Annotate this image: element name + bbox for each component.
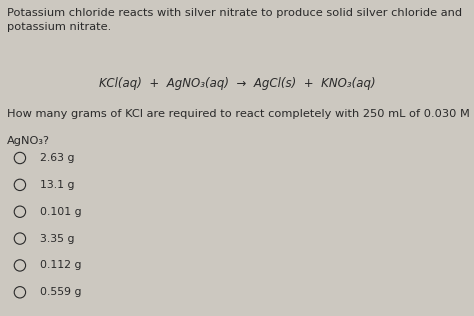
Text: How many grams of KCl are required to react completely with 250 mL of 0.030 M: How many grams of KCl are required to re… bbox=[7, 109, 470, 119]
Text: 2.63 g: 2.63 g bbox=[40, 153, 75, 163]
Text: 0.559 g: 0.559 g bbox=[40, 287, 82, 297]
Text: AgNO₃?: AgNO₃? bbox=[7, 136, 50, 146]
Text: 0.101 g: 0.101 g bbox=[40, 207, 82, 217]
Text: 13.1 g: 13.1 g bbox=[40, 180, 75, 190]
Text: 3.35 g: 3.35 g bbox=[40, 234, 75, 244]
Text: Potassium chloride reacts with silver nitrate to produce solid silver chloride a: Potassium chloride reacts with silver ni… bbox=[7, 8, 462, 32]
Text: KCl(aq)  +  AgNO₃(aq)  →  AgCl(s)  +  KNO₃(aq): KCl(aq) + AgNO₃(aq) → AgCl(s) + KNO₃(aq) bbox=[99, 77, 375, 90]
Text: 0.112 g: 0.112 g bbox=[40, 260, 82, 270]
